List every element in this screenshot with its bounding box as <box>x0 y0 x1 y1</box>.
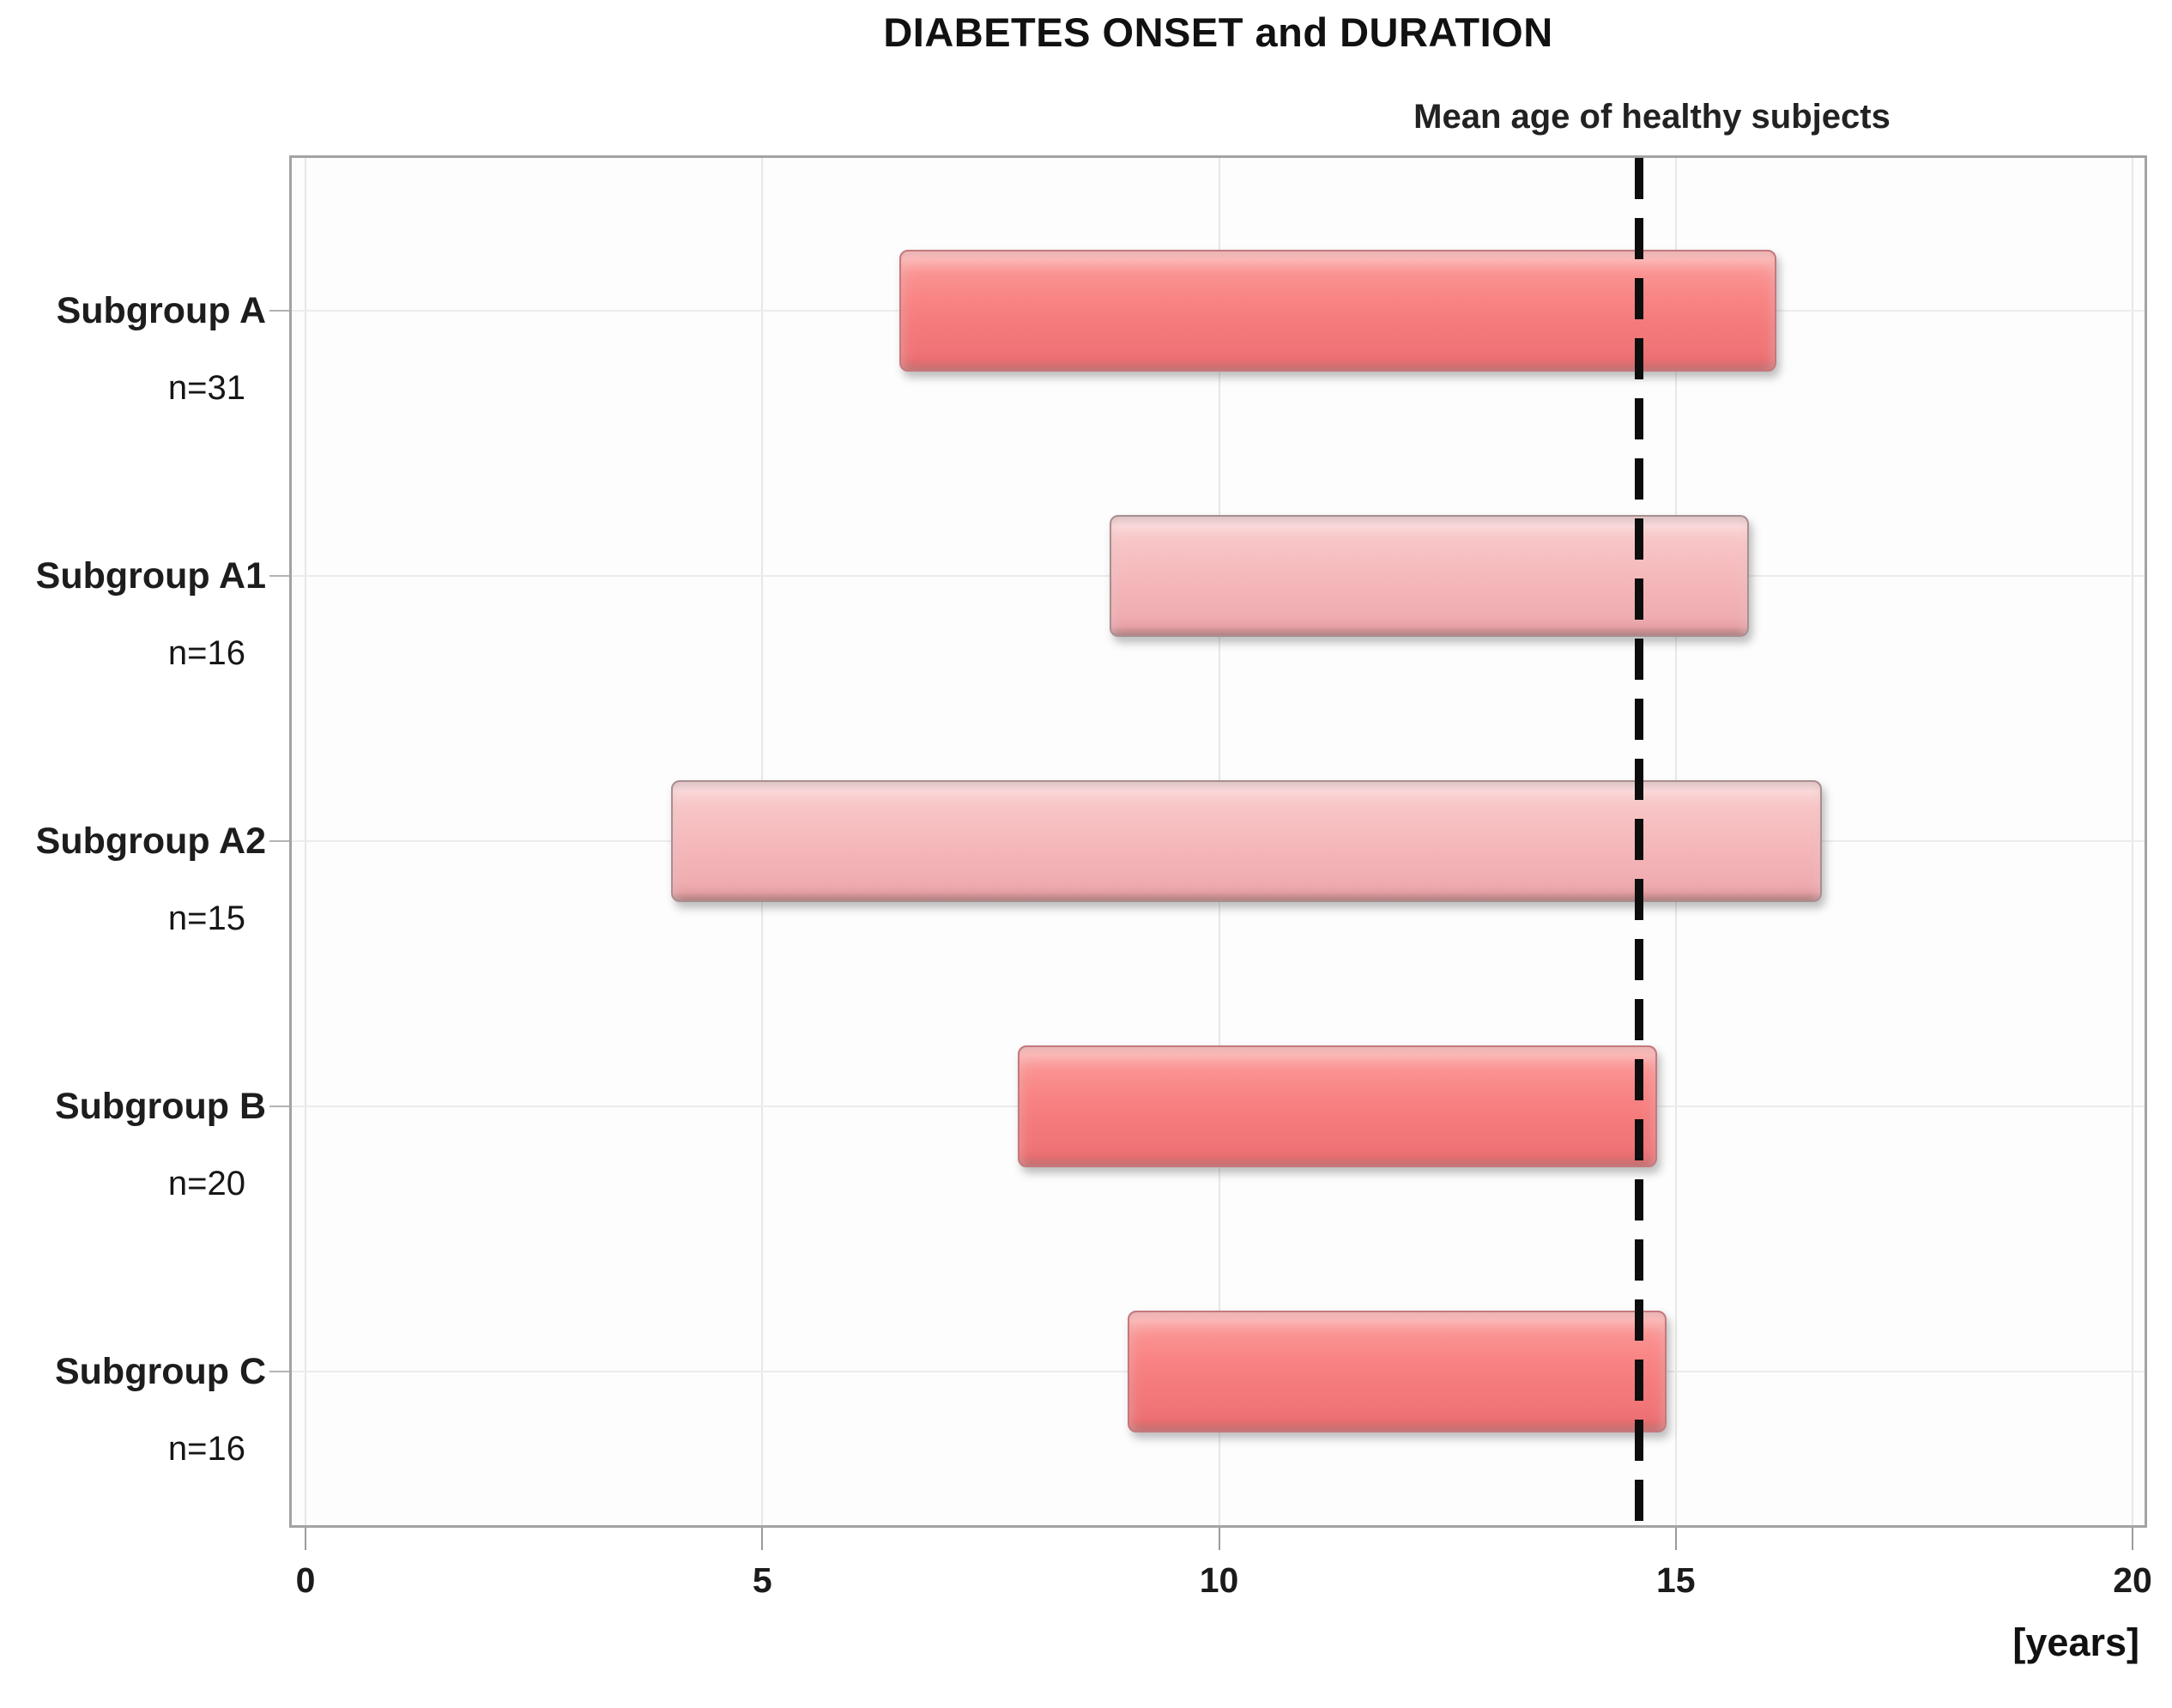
range-bar-subgroup-a2 <box>670 780 1823 902</box>
x-axis-unit-label: [years] <box>2012 1620 2139 1664</box>
y-category-name: Subgroup C <box>54 1351 266 1392</box>
y-category-label: Subgroup B n=20 <box>55 1085 266 1205</box>
x-tick-mark <box>1674 1528 1677 1550</box>
x-tick-mark <box>2132 1528 2133 1550</box>
x-tick-label: 15 <box>1655 1560 1696 1600</box>
y-category-count: n=15 <box>167 899 245 937</box>
y-category-name: Subgroup A2 <box>35 821 266 862</box>
y-tick-mark <box>269 840 289 842</box>
x-tick-mark <box>305 1528 306 1550</box>
reference-line-annotation: Mean age of healthy subjects <box>1413 98 1891 136</box>
chart-title: DIABETES ONSET and DURATION <box>883 9 1553 55</box>
y-category-count: n=20 <box>167 1165 245 1202</box>
reference-dashed-line <box>1635 158 1644 1525</box>
y-tick-mark <box>269 1105 289 1107</box>
y-category-name: Subgroup A <box>56 290 266 331</box>
y-category-label: Subgroup C n=16 <box>55 1350 266 1470</box>
x-tick-label: 0 <box>295 1560 316 1600</box>
y-tick-mark <box>269 310 289 312</box>
y-category-name: Subgroup A1 <box>35 555 266 597</box>
range-bar-subgroup-c <box>1128 1311 1667 1432</box>
plot-area <box>289 155 2147 1528</box>
y-category-count: n=16 <box>167 1430 245 1468</box>
x-tick-mark <box>1218 1528 1220 1550</box>
x-tick-label: 20 <box>2113 1560 2152 1600</box>
range-bar-subgroup-a <box>898 250 1776 372</box>
range-bar-subgroup-b <box>1018 1045 1658 1167</box>
range-bar-subgroup-a1 <box>1109 515 1749 637</box>
y-category-label: Subgroup A1 n=16 <box>36 554 266 675</box>
x-tick-mark <box>761 1528 764 1550</box>
y-category-count: n=31 <box>167 369 245 407</box>
y-category-label: Subgroup A n=31 <box>57 289 266 409</box>
y-category-count: n=16 <box>167 634 245 672</box>
y-category-name: Subgroup B <box>54 1086 266 1127</box>
y-tick-mark <box>269 1371 289 1372</box>
x-tick-label: 5 <box>752 1560 772 1600</box>
y-category-label: Subgroup A2 n=15 <box>36 820 266 940</box>
x-tick-label: 10 <box>1199 1560 1239 1600</box>
y-tick-mark <box>269 575 289 577</box>
